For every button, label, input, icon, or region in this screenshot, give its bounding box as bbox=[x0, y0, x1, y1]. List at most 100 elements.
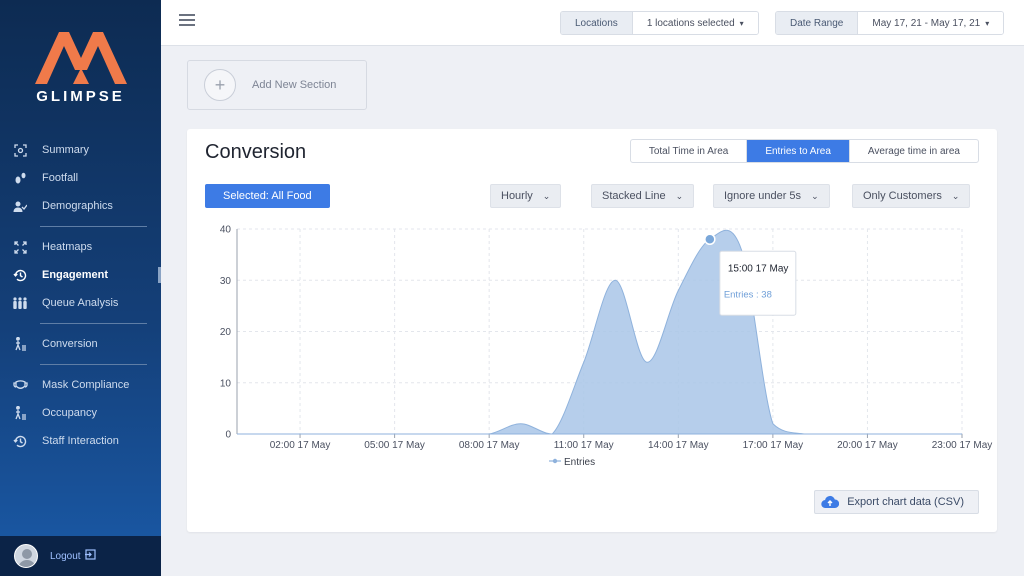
audience-dropdown[interactable]: Only Customers ⌄ bbox=[852, 184, 971, 208]
add-new-section-button[interactable]: + Add New Section bbox=[187, 60, 367, 110]
hamburger-menu-icon[interactable] bbox=[179, 14, 195, 30]
logo-mark-icon bbox=[34, 32, 127, 84]
metric-tabs: Total Time in Area Entries to Area Avera… bbox=[629, 139, 979, 163]
hover-point bbox=[704, 233, 716, 245]
sidebar-item-engagement[interactable]: Engagement bbox=[0, 261, 161, 289]
chart-type-value: Stacked Line bbox=[602, 190, 666, 202]
chart-tooltip bbox=[719, 250, 797, 316]
logout-icon bbox=[84, 549, 96, 563]
conversion-card: Conversion Total Time in Area Entries to… bbox=[187, 129, 997, 532]
y-tick-label: 30 bbox=[220, 276, 232, 287]
chevron-down-icon: ⌄ bbox=[951, 190, 960, 201]
walking-icon bbox=[12, 405, 28, 421]
x-tick-label: 02:00 17 May bbox=[270, 440, 331, 451]
sidebar-item-label: Heatmaps bbox=[42, 241, 93, 253]
expand-icon bbox=[12, 239, 28, 255]
chevron-down-icon: ▾ bbox=[739, 18, 744, 28]
sidebar-item-conversion[interactable]: Conversion bbox=[0, 330, 161, 358]
interval-dropdown[interactable]: Hourly ⌄ bbox=[490, 184, 562, 208]
users-icon bbox=[12, 198, 28, 214]
export-csv-button[interactable]: Export chart data (CSV) bbox=[814, 490, 979, 514]
nav-divider bbox=[40, 364, 147, 365]
export-csv-label: Export chart data (CSV) bbox=[847, 496, 964, 508]
x-tick-label: 08:00 17 May bbox=[459, 440, 520, 451]
ignore-threshold-value: Ignore under 5s bbox=[724, 190, 802, 202]
chevron-down-icon: ⌄ bbox=[811, 190, 819, 201]
audience-value: Only Customers bbox=[863, 190, 942, 202]
y-tick-label: 0 bbox=[225, 430, 231, 441]
sidebar-item-mask-compliance[interactable]: Mask Compliance bbox=[0, 371, 161, 399]
date-range-filter: Date Range May 17, 21 - May 17, 21 ▾ bbox=[775, 11, 1005, 35]
chevron-down-icon: ⌄ bbox=[675, 190, 684, 201]
entries-chart[interactable]: 0 10 20 30 40 02:00 17 May 05:00 17 May 08:00 1… bbox=[187, 217, 997, 487]
ignore-threshold-dropdown[interactable]: Ignore under 5s ⌄ bbox=[713, 184, 830, 208]
target-icon bbox=[12, 142, 28, 158]
x-tick-label: 05:00 17 May bbox=[364, 440, 425, 451]
queue-icon bbox=[12, 295, 28, 311]
locations-label: Locations bbox=[561, 12, 633, 34]
chevron-down-icon: ▾ bbox=[985, 18, 990, 28]
chevron-down-icon: ⌄ bbox=[542, 190, 551, 201]
locations-dropdown[interactable]: 1 locations selected ▾ bbox=[632, 12, 758, 34]
avatar[interactable] bbox=[14, 544, 38, 568]
sidebar-item-queue-analysis[interactable]: Queue Analysis bbox=[0, 289, 161, 317]
sidebar-item-demographics[interactable]: Demographics bbox=[0, 192, 161, 220]
sidebar-item-label: Summary bbox=[42, 144, 90, 156]
chart-type-dropdown[interactable]: Stacked Line ⌄ bbox=[591, 184, 695, 208]
sidebar-item-label: Demographics bbox=[42, 200, 113, 212]
sidebar: GLIMPSE Summary Footfall Demographics bbox=[0, 0, 161, 576]
date-range-label: Date Range bbox=[776, 12, 859, 34]
interval-value: Hourly bbox=[501, 190, 533, 202]
mask-icon bbox=[12, 377, 28, 393]
x-tick-label: 20:00 17 May bbox=[837, 440, 898, 451]
plus-icon: + bbox=[204, 69, 236, 101]
tab-total-time-in-area[interactable]: Total Time in Area bbox=[631, 140, 748, 162]
sidebar-item-label: Occupancy bbox=[42, 407, 98, 419]
x-tick-label: 17:00 17 May bbox=[743, 440, 804, 451]
add-new-section-label: Add New Section bbox=[252, 79, 337, 91]
cloud-upload-icon bbox=[821, 495, 840, 509]
nav-divider bbox=[40, 226, 147, 227]
nav-divider bbox=[40, 323, 147, 324]
sidebar-item-label: Engagement bbox=[42, 269, 109, 281]
sidebar-item-label: Conversion bbox=[42, 338, 98, 350]
sidebar-item-label: Footfall bbox=[42, 172, 79, 184]
sidebar-item-footfall[interactable]: Footfall bbox=[0, 164, 161, 192]
y-tick-label: 20 bbox=[220, 327, 232, 338]
top-bar: Locations 1 locations selected ▾ Date Ra… bbox=[161, 0, 1024, 46]
brand-name: GLIMPSE bbox=[36, 88, 125, 105]
history-icon bbox=[12, 433, 28, 449]
selected-all-food-button[interactable]: Selected: All Food bbox=[205, 184, 330, 208]
sidebar-item-label: Queue Analysis bbox=[42, 297, 119, 309]
legend-label: Entries bbox=[564, 457, 595, 468]
sidebar-item-label: Mask Compliance bbox=[42, 379, 130, 391]
date-range-value: May 17, 21 - May 17, 21 bbox=[872, 17, 981, 29]
footprints-icon bbox=[12, 170, 28, 186]
entries-area bbox=[237, 229, 962, 435]
walking-icon bbox=[12, 336, 28, 352]
sidebar-item-occupancy[interactable]: Occupancy bbox=[0, 399, 161, 427]
x-tick-label: 14:00 17 May bbox=[648, 440, 709, 451]
sidebar-item-summary[interactable]: Summary bbox=[0, 136, 161, 164]
logout-label: Logout bbox=[50, 550, 81, 562]
tab-entries-to-area[interactable]: Entries to Area bbox=[747, 140, 850, 162]
date-range-dropdown[interactable]: May 17, 21 - May 17, 21 ▾ bbox=[858, 12, 1004, 34]
legend-marker bbox=[552, 458, 558, 464]
history-icon bbox=[12, 267, 28, 283]
logout-link[interactable]: Logout bbox=[50, 549, 96, 563]
sidebar-item-staff-interaction[interactable]: Staff Interaction bbox=[0, 427, 161, 455]
card-title: Conversion bbox=[205, 141, 307, 163]
locations-value: 1 locations selected bbox=[646, 17, 735, 29]
brand-logo[interactable]: GLIMPSE bbox=[0, 28, 161, 105]
sidebar-footer: Logout bbox=[0, 536, 161, 576]
tooltip-value: Entries : 38 bbox=[724, 289, 772, 300]
y-tick-label: 10 bbox=[220, 378, 232, 389]
x-tick-label: 23:00 17 May bbox=[932, 440, 993, 451]
sidebar-item-label: Staff Interaction bbox=[42, 435, 119, 447]
y-tick-label: 40 bbox=[220, 225, 232, 236]
tab-average-time-in-area[interactable]: Average time in area bbox=[867, 145, 960, 157]
sidebar-item-heatmaps[interactable]: Heatmaps bbox=[0, 233, 161, 261]
tooltip-title: 15:00 17 May bbox=[728, 263, 789, 274]
sidebar-nav: Summary Footfall Demographics Heatmaps bbox=[0, 136, 161, 455]
locations-filter: Locations 1 locations selected ▾ bbox=[560, 11, 759, 35]
